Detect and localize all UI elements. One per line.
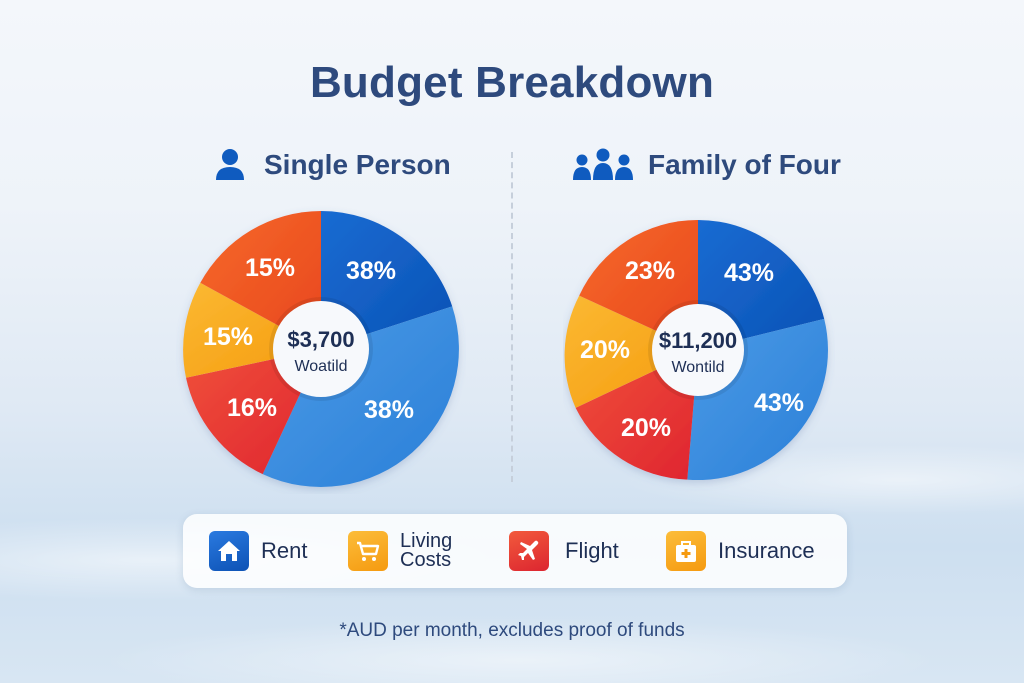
legend-label-line1: Living: [400, 530, 453, 552]
legend-label-insurance: Insurance: [718, 538, 815, 563]
legend-item-insurance: Insurance: [666, 531, 815, 571]
legend-item-living-costs: Living Costs: [348, 531, 452, 571]
slice-label: 15%: [245, 254, 295, 282]
center-amount: $11,200: [659, 328, 737, 353]
legend-item-rent: Rent: [209, 531, 307, 571]
footnote: *AUD per month, excludes proof of funds: [339, 620, 685, 641]
slice-label: 20%: [621, 414, 671, 442]
pie-center: [652, 304, 744, 396]
center-amount: $3,700: [287, 327, 354, 352]
page-title: Budget Breakdown: [309, 58, 715, 107]
pie-center: [273, 301, 369, 397]
legend-label-rent: Rent: [261, 538, 308, 563]
single-person-label: Single Person: [264, 149, 451, 180]
house-icon: [209, 531, 249, 571]
slice-living: [564, 295, 698, 408]
legend-label-living-costs: Living Costs: [400, 530, 453, 571]
legend-label-line2: Costs: [400, 549, 452, 571]
center-label: Woatild: [294, 358, 347, 375]
airplane-icon: [509, 531, 549, 571]
slice-label: 38%: [346, 257, 396, 285]
single-person-pie-chart: $3,700 Woatild 38% 38% 16% 15% 15%: [183, 211, 459, 487]
slice-label: 15%: [203, 323, 253, 351]
slice-label: 38%: [364, 396, 414, 424]
legend-label-flight: Flight: [565, 538, 619, 563]
slice-rent-light: [262, 306, 459, 487]
slice-label: 43%: [754, 389, 804, 417]
person-icon: [216, 149, 244, 180]
family-label: Family of Four: [648, 149, 841, 180]
center-label: Wontild: [671, 359, 724, 376]
shopping-cart-icon: [348, 531, 388, 571]
family-icon: [573, 148, 633, 180]
slice-label: 16%: [227, 394, 277, 422]
chart-legend: Rent Living Costs Flight Insurance: [183, 514, 847, 588]
slice-label: 23%: [625, 257, 675, 285]
family-pie-chart: $11,200 Wontild 43% 43% 20% 20% 23%: [564, 219, 828, 481]
slice-label: 43%: [724, 259, 774, 287]
panel-divider: [511, 152, 513, 482]
family-heading: Family of Four: [572, 148, 841, 182]
medical-kit-icon: [666, 531, 706, 571]
single-person-heading: Single Person: [214, 148, 451, 182]
slice-label: 20%: [580, 336, 630, 364]
legend-item-flight: Flight: [509, 531, 619, 571]
